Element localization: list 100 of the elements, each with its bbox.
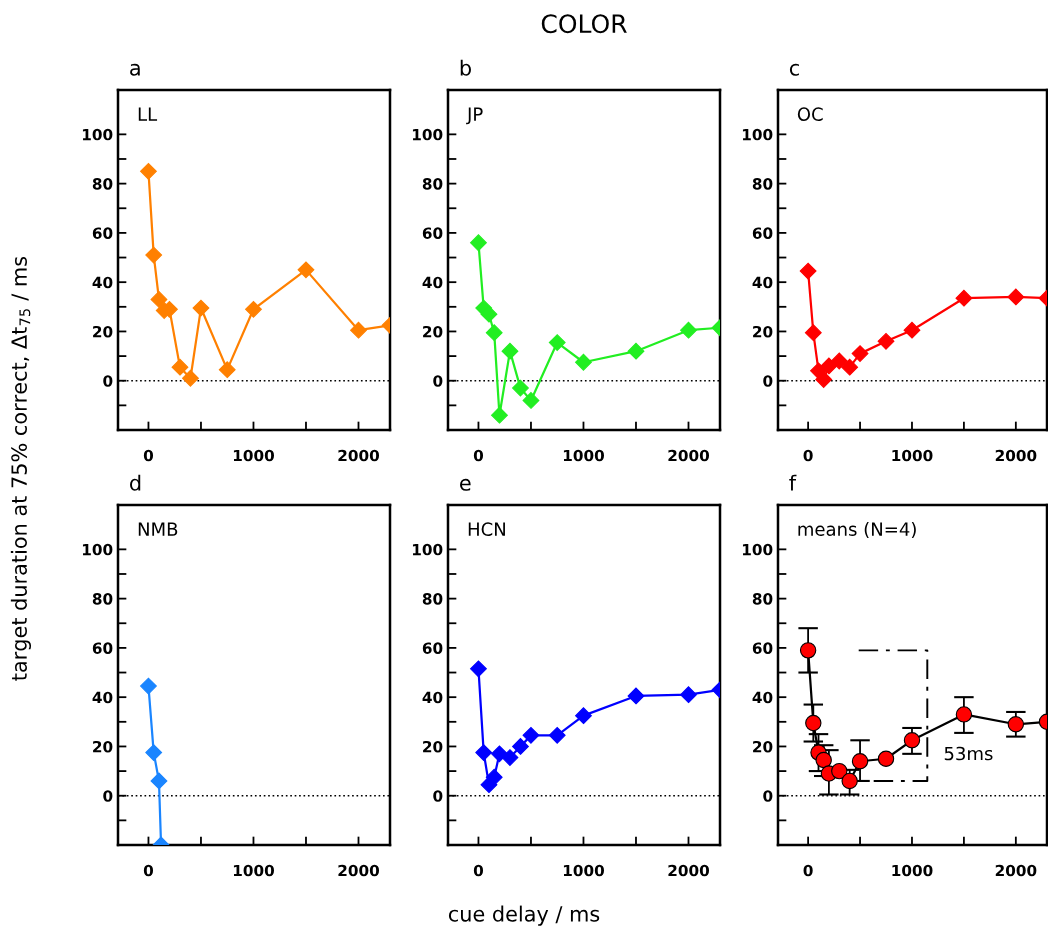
y-tick-label: 0 <box>763 375 773 387</box>
point <box>485 768 503 786</box>
point <box>475 744 493 762</box>
y-tick-label: 20 <box>423 740 443 753</box>
point <box>470 660 487 678</box>
y-tick-label: 0 <box>433 375 443 387</box>
y-tick-label: 80 <box>92 593 113 605</box>
point <box>491 745 508 763</box>
point <box>470 234 487 252</box>
point <box>851 345 869 363</box>
annotation: JP <box>466 107 483 125</box>
y-tick-label: 80 <box>92 178 113 190</box>
chart-subtitle: b <box>460 59 471 76</box>
y-tick-label: 80 <box>752 593 773 605</box>
x-tick-label: 1000 <box>233 449 275 462</box>
point <box>575 353 592 371</box>
x-tick-label: 2000 <box>995 449 1037 462</box>
y-tick-label: 20 <box>753 740 773 753</box>
chart-subtitle: e <box>460 478 471 491</box>
y-tick-label: 80 <box>422 593 443 605</box>
y-tick-label: 100 <box>412 128 443 141</box>
point <box>140 677 157 695</box>
chart-title: COLOR <box>541 14 627 34</box>
point <box>851 753 869 770</box>
point <box>150 291 168 308</box>
point <box>501 749 519 766</box>
x-tick-label: 2000 <box>995 864 1037 877</box>
point <box>799 262 817 280</box>
point <box>1007 288 1025 306</box>
point <box>218 361 236 379</box>
point <box>877 750 895 767</box>
y-axis-title: target duration at 75% correct, Δt$_{75}$ / ms <box>10 256 32 681</box>
point <box>575 707 592 725</box>
x-tick-label: 1000 <box>563 864 605 877</box>
annotation: 53ms <box>944 746 993 761</box>
y-tick-label: 0 <box>103 790 113 802</box>
point <box>512 379 529 397</box>
point <box>815 751 832 769</box>
x-tick-label: 1000 <box>563 449 605 462</box>
y-tick-label: 100 <box>742 128 773 141</box>
point <box>1007 716 1025 733</box>
y-tick-label: 40 <box>422 691 443 704</box>
point <box>192 299 210 317</box>
x-tick-label: 1000 <box>233 864 275 877</box>
point <box>145 246 163 264</box>
y-tick-label: 20 <box>93 325 113 338</box>
annotation: LL <box>138 107 158 121</box>
y-tick-label: 80 <box>422 178 443 190</box>
point <box>297 261 315 279</box>
y-tick-label: 20 <box>753 325 773 338</box>
x-tick-label: 2000 <box>668 864 710 877</box>
y-tick-label: 60 <box>422 642 443 654</box>
y-tick-label: 40 <box>752 691 773 704</box>
y-tick-label: 100 <box>412 543 443 556</box>
x-tick-label: 2000 <box>338 864 380 877</box>
point <box>799 642 817 659</box>
point <box>805 714 822 732</box>
y-tick-label: 100 <box>742 543 773 556</box>
y-tick-label: 40 <box>752 276 773 289</box>
point <box>903 732 921 749</box>
y-tick-label: 40 <box>92 276 113 289</box>
point <box>955 706 973 723</box>
x-tick-label: 0 <box>143 449 154 462</box>
y-tick-label: 0 <box>103 375 113 387</box>
point <box>501 342 519 360</box>
point <box>150 772 168 790</box>
point <box>955 289 973 307</box>
y-tick-label: 40 <box>422 276 443 289</box>
y-tick-label: 100 <box>82 128 113 141</box>
y-tick-label: 40 <box>92 691 113 704</box>
x-tick-label: 1000 <box>892 449 933 462</box>
point <box>831 762 848 780</box>
y-tick-label: 60 <box>92 227 113 239</box>
point <box>245 300 262 318</box>
point <box>512 738 529 755</box>
y-tick-label: 60 <box>752 642 773 654</box>
x-tick-label: 1000 <box>892 864 933 877</box>
point <box>171 358 189 376</box>
annotation: NMB <box>138 522 178 536</box>
point <box>877 332 895 350</box>
y-tick-label: 20 <box>423 325 443 338</box>
point <box>680 321 697 339</box>
annotation: OC <box>797 107 823 121</box>
x-tick-label: 0 <box>143 864 154 877</box>
y-tick-label: 60 <box>752 227 773 239</box>
point <box>841 772 858 790</box>
y-tick-label: 0 <box>433 790 443 802</box>
chart-subtitle: d <box>130 474 141 491</box>
x-tick-label: 0 <box>473 864 484 877</box>
point <box>548 726 566 744</box>
point <box>804 324 822 342</box>
chart-subtitle: f <box>789 474 797 491</box>
y-tick-label: 80 <box>752 178 773 190</box>
x-tick-label: 2000 <box>338 449 380 462</box>
x-axis-title: cue delay / ms <box>448 905 600 926</box>
point <box>627 687 645 705</box>
annotation: means (N=4) <box>798 522 916 539</box>
point <box>485 324 503 342</box>
point <box>680 686 697 704</box>
point <box>522 392 540 409</box>
